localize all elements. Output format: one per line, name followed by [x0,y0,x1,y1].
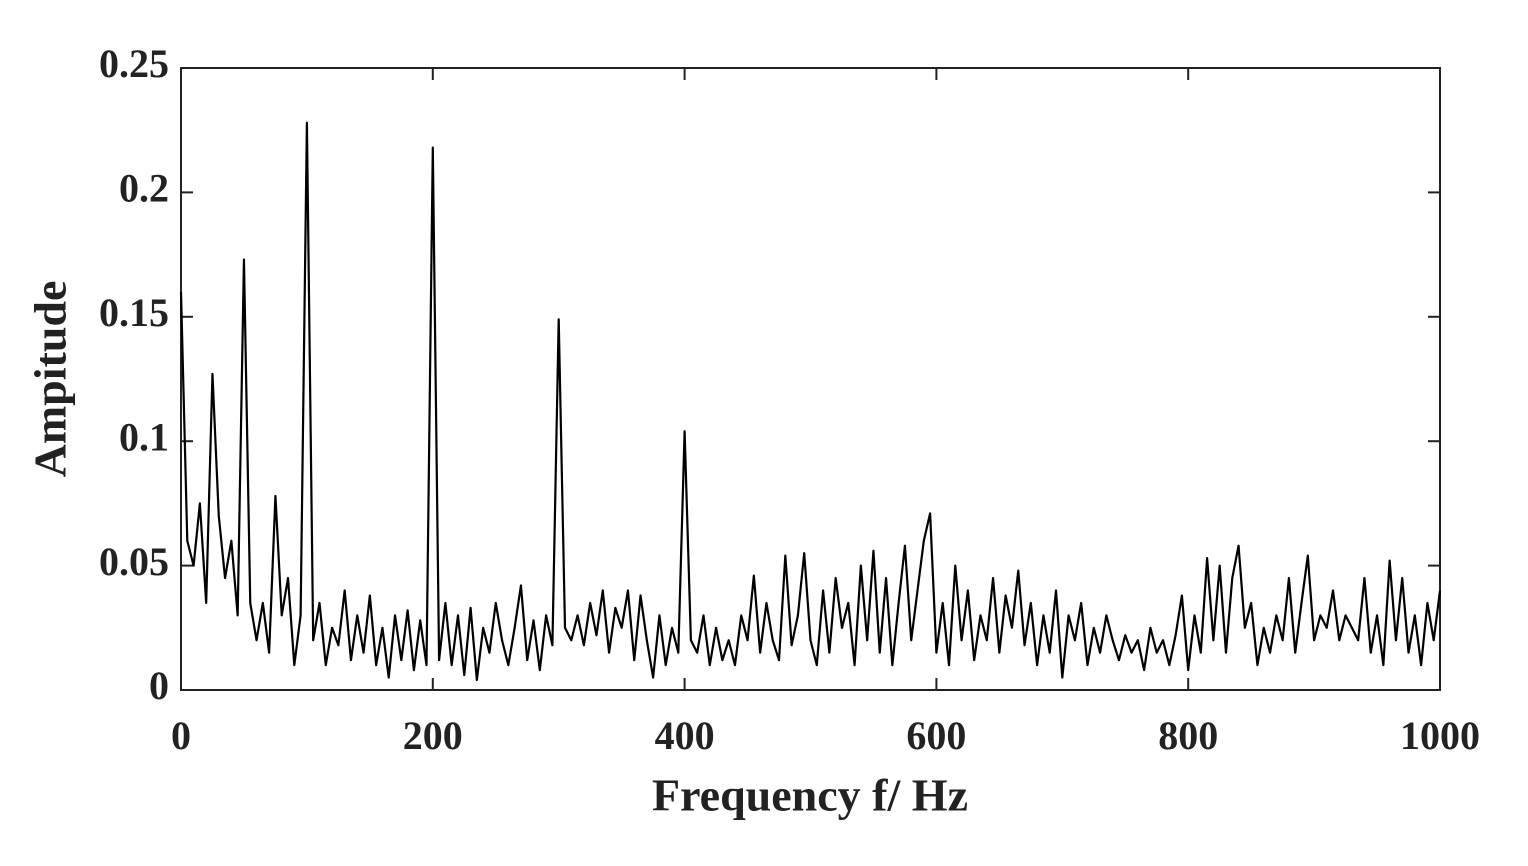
y-tick-label: 0.1 [119,414,169,459]
y-tick-label: 0.15 [99,290,169,335]
x-tick-label: 0 [171,713,191,758]
y-tick-label: 0.2 [119,166,169,211]
x-axis-label: Frequency f/ Hz [652,770,968,821]
x-tick-label: 800 [1158,713,1218,758]
y-tick-label: 0 [149,663,169,708]
y-tick-label: 0.05 [99,539,169,584]
x-tick-label: 1000 [1400,713,1480,758]
y-axis-label: Ampitude [25,281,76,478]
x-tick-label: 600 [906,713,966,758]
plot-frame [180,67,1441,691]
spectrum-line [179,121,1442,682]
x-tick-label: 400 [655,713,715,758]
y-tick-label: 0.25 [99,41,169,86]
x-tick-label: 200 [403,713,463,758]
